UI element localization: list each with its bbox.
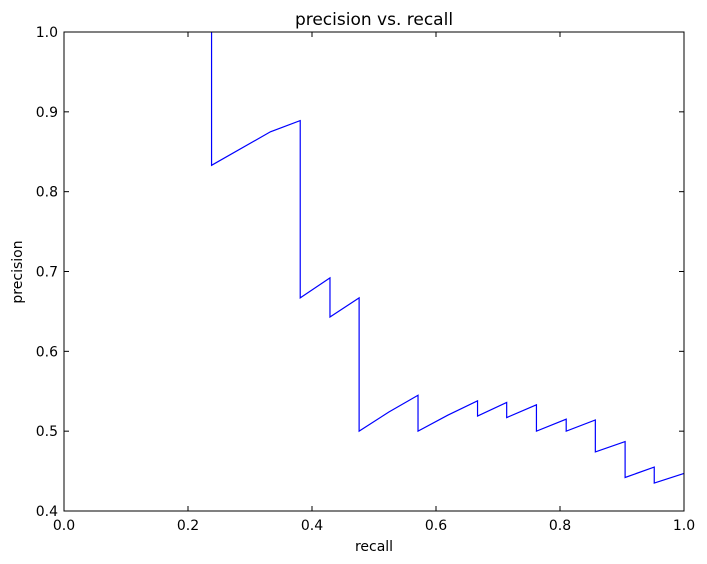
y-tick-label: 0.6 xyxy=(36,344,58,360)
y-tick-label: 0.4 xyxy=(36,504,58,520)
y-axis-label: precision xyxy=(10,240,26,303)
x-tick-label: 0.0 xyxy=(53,518,75,534)
x-tick-label: 1.0 xyxy=(673,518,695,534)
x-tick-label: 0.2 xyxy=(177,518,199,534)
series-line-0 xyxy=(210,32,685,484)
plot-area xyxy=(210,32,685,484)
x-axis-label: recall xyxy=(355,539,393,555)
y-tick-label: 0.5 xyxy=(36,424,58,440)
y-tick-label: 1.0 xyxy=(36,25,58,41)
axis-ticks: 0.0 0.2 0.4 0.6 0.8 1.0 0.4 0.5 0.6 0.7 0.8 0.9 1.0 xyxy=(36,25,695,534)
x-tick-label: 0.4 xyxy=(301,518,323,534)
x-tick-label: 0.6 xyxy=(425,518,447,534)
y-tick-label: 0.9 xyxy=(36,105,58,121)
y-tick-label: 0.8 xyxy=(36,185,58,201)
y-tick-label: 0.7 xyxy=(36,265,58,281)
x-tick-label: 0.8 xyxy=(549,518,571,534)
chart-title: precision vs. recall xyxy=(295,10,453,30)
plot-frame xyxy=(63,31,685,512)
